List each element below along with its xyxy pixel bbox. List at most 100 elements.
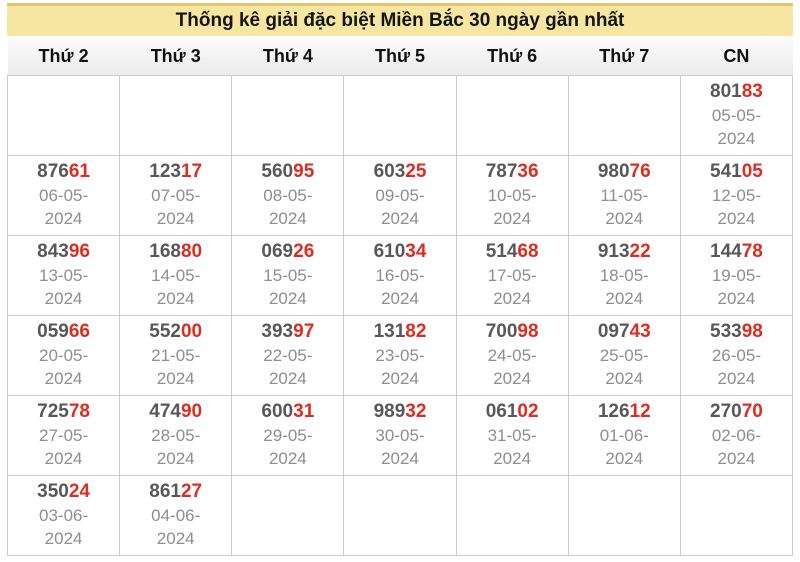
result-cell: 06102 31-05- 2024	[455, 394, 569, 476]
lottery-number: 87661	[8, 160, 119, 184]
result-cell: 27070 02-06- 2024	[679, 394, 794, 476]
result-cell: 39397 22-05- 2024	[231, 314, 345, 396]
draw-date: 04-06- 2024	[151, 506, 201, 548]
number-prefix: 843	[37, 241, 69, 262]
lottery-number: 12317	[120, 160, 231, 184]
number-prefix: 787	[485, 161, 518, 182]
lottery-number: 12612	[569, 400, 680, 424]
lottery-number: 98932	[344, 400, 455, 424]
number-last2: 66	[68, 321, 90, 342]
result-cell: 09743 25-05- 2024	[567, 314, 681, 396]
draw-date: 29-05- 2024	[263, 426, 313, 468]
draw-date: 12-05- 2024	[711, 186, 761, 228]
number-prefix: 144	[710, 241, 742, 262]
table-title: Thống kê giải đặc biệt Miền Bắc 30 ngày …	[7, 3, 793, 36]
table-row: 35024 03-06- 2024 86127 04-06- 2024	[6, 474, 794, 556]
number-prefix: 980	[597, 161, 630, 182]
draw-date: 15-05- 2024	[263, 266, 313, 308]
lottery-number: 98076	[569, 160, 680, 184]
result-cell: 60325 09-05- 2024	[343, 154, 457, 236]
draw-date: 26-05- 2024	[711, 346, 761, 388]
empty-cell	[679, 474, 794, 556]
draw-date: 11-05- 2024	[600, 186, 649, 228]
number-last2: 05	[741, 161, 763, 182]
result-cell: 06926 15-05- 2024	[231, 234, 345, 316]
result-cell: 86127 04-06- 2024	[119, 474, 233, 556]
lottery-number: 91322	[569, 240, 680, 264]
lottery-number: 09743	[569, 320, 680, 344]
empty-cell	[455, 474, 569, 556]
number-last2: 97	[293, 321, 315, 342]
number-prefix: 861	[149, 481, 181, 502]
number-last2: 00	[180, 321, 203, 342]
number-prefix: 069	[261, 241, 294, 262]
lottery-number: 06926	[232, 240, 343, 264]
draw-date: 10-05- 2024	[487, 186, 537, 228]
number-last2: 27	[180, 481, 203, 502]
number-prefix: 514	[485, 241, 518, 262]
result-cell: 98932 30-05- 2024	[343, 394, 457, 476]
number-last2: 76	[629, 161, 651, 182]
number-prefix: 126	[597, 401, 630, 422]
draw-date: 01-06- 2024	[599, 426, 649, 468]
result-cell: 51468 17-05- 2024	[455, 234, 569, 316]
lottery-number: 47490	[120, 400, 231, 424]
number-prefix: 131	[373, 321, 406, 342]
number-last2: 68	[517, 241, 539, 262]
draw-date: 18-05- 2024	[599, 266, 649, 308]
result-cell: 12612 01-06- 2024	[567, 394, 681, 476]
empty-cell	[119, 74, 233, 156]
column-header-thu7: Thứ 7	[568, 38, 681, 75]
draw-date: 13-05- 2024	[39, 266, 89, 308]
number-prefix: 097	[597, 321, 630, 342]
draw-date: 16-05- 2024	[375, 266, 425, 308]
lottery-number: 60325	[344, 160, 455, 184]
number-last2: 78	[68, 401, 90, 422]
number-prefix: 474	[149, 401, 181, 422]
result-cell: 54105 12-05- 2024	[679, 154, 794, 236]
draw-date: 09-05- 2024	[375, 186, 425, 228]
table-row: 72578 27-05- 2024 47490 28-05- 2024 60031 29-…	[6, 394, 794, 476]
number-last2: 78	[741, 241, 763, 262]
draw-date: 28-05- 2024	[151, 426, 201, 468]
result-cell: 70098 24-05- 2024	[455, 314, 569, 396]
number-prefix: 533	[710, 321, 742, 342]
number-last2: 02	[517, 401, 539, 422]
number-prefix: 168	[149, 241, 181, 262]
draw-date: 30-05- 2024	[375, 426, 425, 468]
result-cell: 84396 13-05- 2024	[6, 234, 121, 316]
column-header-thu3: Thứ 3	[119, 38, 232, 75]
lottery-number: 56095	[232, 160, 343, 184]
draw-date: 03-06- 2024	[39, 506, 89, 548]
number-prefix: 913	[597, 241, 630, 262]
number-last2: 43	[629, 321, 651, 342]
draw-date: 21-05- 2024	[151, 346, 201, 388]
number-last2: 80	[180, 241, 203, 262]
result-cell: 47490 28-05- 2024	[119, 394, 233, 476]
result-cell: 98076 11-05- 2024	[567, 154, 681, 236]
number-last2: 12	[629, 401, 651, 422]
number-last2: 17	[180, 161, 203, 182]
number-last2: 36	[517, 161, 539, 182]
column-header-cn: CN	[680, 38, 793, 75]
lottery-number: 05966	[8, 320, 119, 344]
empty-cell	[343, 474, 457, 556]
draw-date: 17-05- 2024	[487, 266, 537, 308]
column-header-thu5: Thứ 5	[343, 38, 457, 75]
lottery-stats-table: Thứ 2 Thứ 3 Thứ 4 Thứ 5 Thứ 6 Thứ 7 CN 8…	[6, 38, 794, 556]
table-row: 05966 20-05- 2024 55200 21-05- 2024 39397 22-…	[6, 314, 794, 396]
lottery-number: 61034	[344, 240, 455, 264]
draw-date: 05-05- 2024	[711, 106, 761, 148]
number-prefix: 610	[373, 241, 406, 262]
result-cell: 53398 26-05- 2024	[679, 314, 794, 396]
result-cell: 72578 27-05- 2024	[6, 394, 121, 476]
number-last2: 90	[180, 401, 203, 422]
lottery-number: 27070	[681, 400, 792, 424]
number-prefix: 801	[710, 81, 742, 102]
empty-cell	[567, 74, 681, 156]
result-cell: 87661 06-05- 2024	[6, 154, 121, 236]
result-cell: 13182 23-05- 2024	[343, 314, 457, 396]
result-cell: 80183 05-05- 2024	[679, 74, 794, 156]
result-cell: 05966 20-05- 2024	[6, 314, 121, 396]
